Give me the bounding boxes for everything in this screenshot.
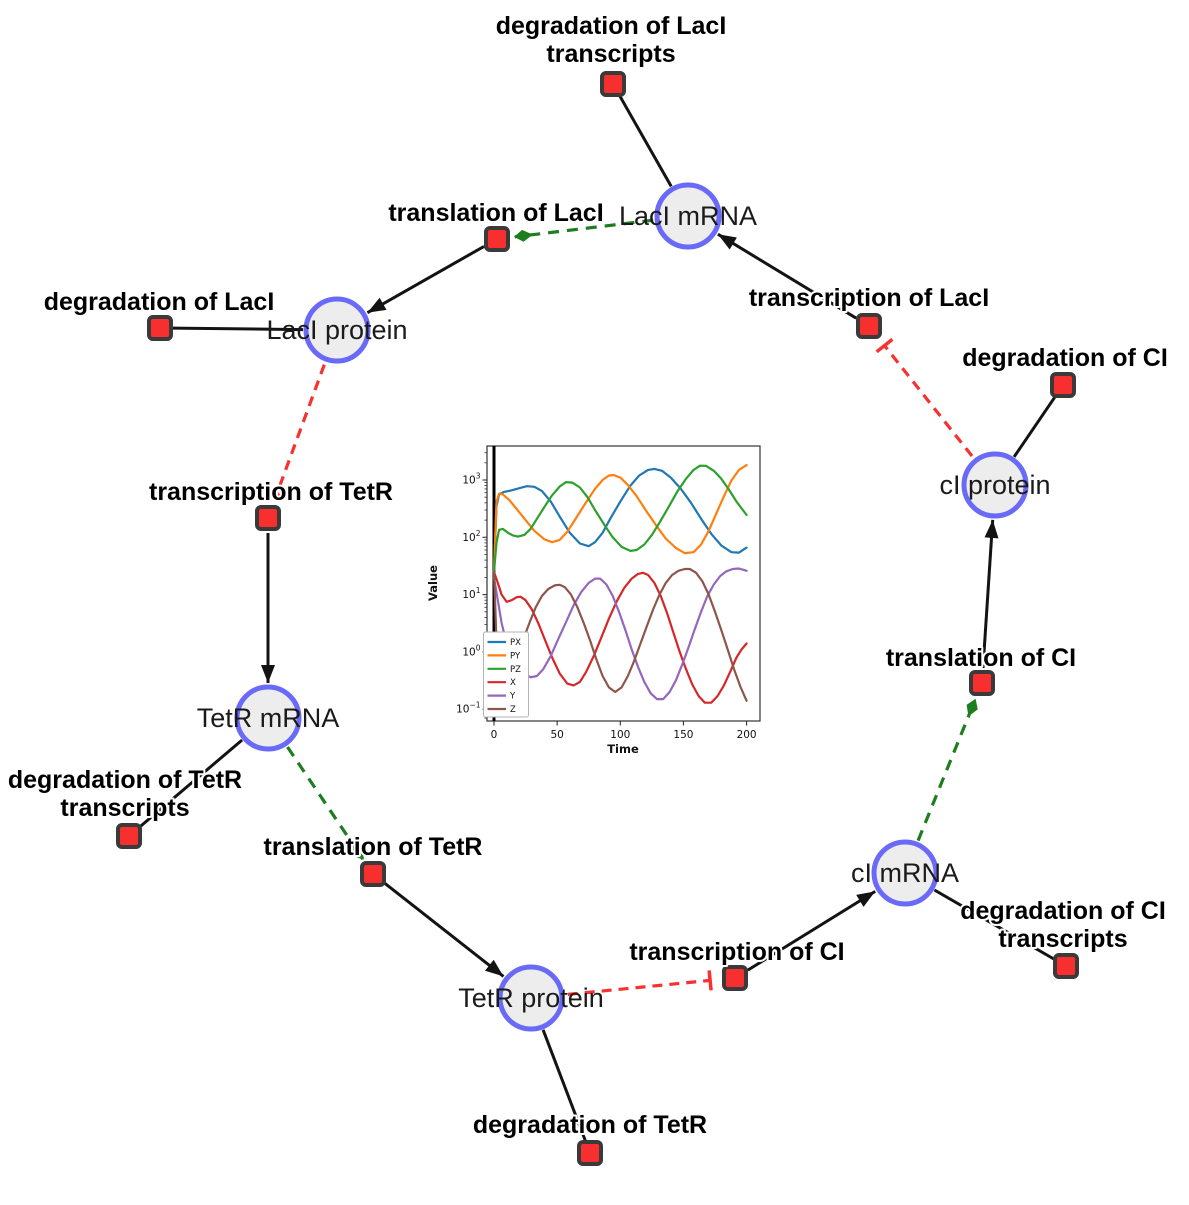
species-label-tetr-protein: TetR protein bbox=[458, 983, 604, 1013]
edge-inhibition-ci-protein-transcription-laci bbox=[875, 338, 974, 457]
reaction-node-deg-ci-transcripts[interactable] bbox=[1053, 953, 1079, 979]
species-label-laci-mrna: LacI mRNA bbox=[619, 201, 757, 231]
x-axis-label: Time bbox=[607, 742, 639, 756]
reaction-node-deg-tetr-transcripts[interactable] bbox=[116, 823, 142, 849]
x-tick-label: 150 bbox=[673, 729, 693, 741]
edge-consumption-ci-protein-deg-ci bbox=[1012, 394, 1057, 458]
species-label-ci-protein: cI protein bbox=[939, 470, 1050, 500]
edge-inhibition-tetr-protein-transcription-ci bbox=[567, 970, 713, 996]
edge-consumption-tetr-mrna-deg-tetr-transcripts bbox=[137, 738, 244, 829]
series-curve-PX bbox=[492, 467, 748, 573]
edge-modifier-ci-mrna-translation-ci bbox=[916, 698, 978, 842]
x-tick-label: 50 bbox=[550, 729, 563, 741]
reaction-node-deg-tetr[interactable] bbox=[577, 1140, 603, 1166]
labels-layer: LacI mRNA LacI protein TetR mRNA TetR prote… bbox=[6, 10, 1170, 1141]
reaction-node-deg-laci-transcripts[interactable] bbox=[600, 71, 626, 97]
series-curve-PY bbox=[492, 463, 748, 573]
edge-consumption-tetr-protein-deg-tetr bbox=[541, 1029, 587, 1142]
edge-inhibition-laci-protein-transcription-tetr bbox=[266, 364, 326, 500]
reaction-label-deg-laci-transcripts: degradation of LacI transcripts bbox=[496, 12, 727, 68]
species-node-laci-protein[interactable] bbox=[303, 296, 371, 364]
series-curve-X bbox=[492, 570, 748, 704]
species-node-tetr-mrna[interactable] bbox=[234, 684, 302, 752]
reaction-node-deg-ci[interactable] bbox=[1050, 372, 1076, 398]
edge-consumption-ci-mrna-deg-ci-transcripts bbox=[933, 888, 1056, 961]
x-tick-label: 100 bbox=[610, 729, 630, 741]
y-tick-label: 101 bbox=[462, 586, 480, 601]
edge-production-translation-laci-laci-protein bbox=[366, 245, 485, 315]
y-tick-label: 100 bbox=[462, 643, 480, 658]
legend-label-PX: PX bbox=[510, 638, 521, 648]
reaction-node-translation-laci[interactable] bbox=[484, 226, 510, 252]
reaction-node-transcription-ci[interactable] bbox=[722, 965, 748, 991]
reaction-label-transcription-ci: transcription of CI bbox=[629, 938, 844, 966]
reaction-label-deg-ci: degradation of CI bbox=[962, 344, 1168, 372]
species-layer bbox=[234, 182, 1029, 1032]
species-node-tetr-protein[interactable] bbox=[497, 964, 565, 1032]
reaction-label-deg-ci-transcripts: degradation of CI transcripts bbox=[960, 897, 1166, 953]
reaction-label-deg-tetr: degradation of TetR bbox=[473, 1111, 707, 1139]
legend-label-X: X bbox=[510, 678, 516, 688]
reaction-node-transcription-laci[interactable] bbox=[856, 313, 882, 339]
legend-label-Z: Z bbox=[510, 705, 516, 715]
edges-layer bbox=[137, 94, 1057, 1142]
edge-consumption-laci-mrna-deg-laci-transcripts bbox=[618, 94, 673, 188]
legend-label-Y: Y bbox=[509, 692, 516, 702]
reaction-label-translation-tetr: translation of TetR bbox=[264, 833, 483, 861]
y-tick-label: 103 bbox=[462, 472, 480, 487]
reactions-layer bbox=[116, 71, 1079, 1166]
reaction-label-transcription-tetr: transcription of TetR bbox=[149, 478, 393, 506]
species-node-laci-mrna[interactable] bbox=[654, 182, 722, 250]
y-tick-label: 102 bbox=[462, 529, 480, 544]
edge-production-translation-tetr-tetr-protein bbox=[383, 882, 505, 978]
y-axis-label: Value bbox=[426, 565, 440, 601]
reaction-label-translation-laci: translation of LacI bbox=[388, 199, 603, 227]
species-node-ci-protein[interactable] bbox=[961, 451, 1029, 519]
edge-production-translation-ci-ci-protein bbox=[981, 519, 999, 669]
reaction-label-translation-ci: translation of CI bbox=[886, 644, 1076, 672]
x-tick-label: 0 bbox=[491, 729, 498, 741]
legend-label-PY: PY bbox=[510, 651, 521, 661]
species-label-ci-mrna: cI mRNA bbox=[851, 858, 959, 888]
legend-label-PZ: PZ bbox=[510, 665, 521, 675]
species-node-ci-mrna[interactable] bbox=[871, 839, 939, 907]
reaction-node-translation-tetr[interactable] bbox=[360, 861, 386, 887]
legend: PX PY PZ XYZ bbox=[483, 631, 529, 718]
y-tick-label: 10−1 bbox=[456, 701, 481, 716]
species-label-laci-protein: LacI protein bbox=[266, 315, 407, 345]
series-curve-PZ bbox=[492, 464, 748, 573]
edge-modifier-tetr-mrna-translation-tetr bbox=[286, 746, 365, 860]
reaction-node-deg-laci[interactable] bbox=[147, 315, 173, 341]
reaction-node-transcription-tetr[interactable] bbox=[255, 505, 281, 531]
edge-modifier-laci-mrna-translation-laci bbox=[513, 218, 654, 242]
species-label-tetr-mrna: TetR mRNA bbox=[197, 703, 340, 733]
edge-production-transcription-ci-ci-mrna bbox=[747, 890, 876, 972]
reaction-label-transcription-laci: transcription of LacI bbox=[749, 284, 989, 312]
edge-consumption-laci-protein-deg-laci bbox=[172, 326, 304, 332]
reaction-label-deg-tetr-transcripts: degradation of TetR transcripts bbox=[8, 766, 242, 822]
x-tick-label: 200 bbox=[737, 729, 757, 741]
edge-production-transcription-laci-laci-mrna bbox=[717, 232, 857, 320]
reaction-node-translation-ci[interactable] bbox=[969, 670, 995, 696]
reaction-label-deg-laci: degradation of LacI bbox=[44, 288, 275, 316]
